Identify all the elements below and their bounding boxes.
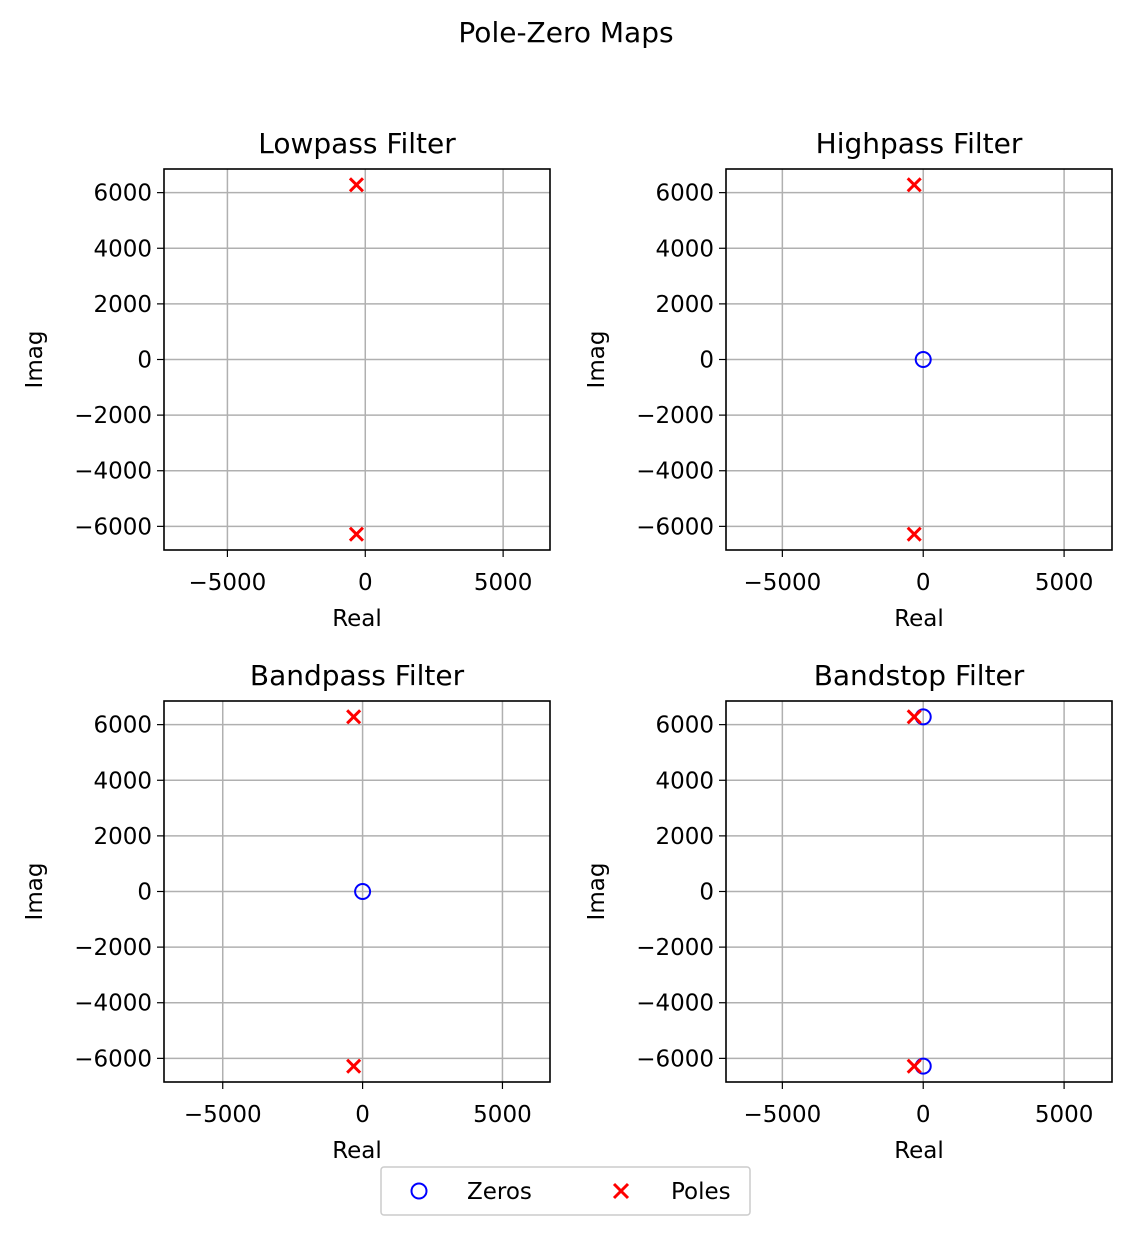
y-tick-label: 6000: [93, 713, 152, 739]
y-tick-label: 2000: [655, 824, 714, 850]
x-axis-label: Real: [894, 1138, 944, 1164]
x-tick-label: −5000: [189, 570, 267, 596]
zero-marker: [914, 351, 932, 368]
legend-poles-marker: [612, 1182, 630, 1200]
y-tick-label: 0: [699, 348, 714, 374]
legend-entry-poles: Poles: [612, 1179, 731, 1205]
x-tick-label: 0: [355, 1102, 370, 1128]
pole-marker: [906, 177, 922, 193]
legend-zeros-label: Zeros: [467, 1179, 532, 1205]
y-tick-label: −4000: [74, 459, 152, 485]
x-tick-label: 5000: [1035, 1102, 1094, 1128]
y-tick-label: 0: [137, 880, 152, 906]
axes-frame: [163, 700, 551, 1083]
y-tick-label: −2000: [74, 403, 152, 429]
y-tick-label: 6000: [93, 181, 152, 207]
axes-frame: [163, 168, 551, 551]
panel-lowpass-filter: −5000 0 5000 6000 4000 2000 0 −2000 −4000 −6000 Lo…: [22, 127, 551, 632]
legend-entry-zeros: Zeros: [410, 1179, 532, 1205]
y-tick-label: 2000: [93, 292, 152, 318]
x-tick-label: 5000: [473, 1102, 532, 1128]
legend: Zeros Poles: [380, 1166, 751, 1216]
legend-frame: [380, 1166, 751, 1216]
y-axis-label: Imag: [22, 863, 48, 921]
y-tick-label: 4000: [655, 768, 714, 794]
y-tick-label: −6000: [74, 1046, 152, 1072]
y-axis-label: Imag: [22, 331, 48, 389]
pole-marker: [346, 1058, 362, 1074]
y-tick-label: 0: [137, 348, 152, 374]
y-tick-label: 4000: [655, 236, 714, 262]
y-tick-label: −2000: [74, 935, 152, 961]
y-tick-label: 0: [699, 880, 714, 906]
x-tick-label: −5000: [184, 1102, 262, 1128]
panel-bandstop-filter: −5000 0 5000 6000 4000 2000 0 −2000 −4000 −6000 Ba…: [584, 659, 1113, 1164]
y-tick-label: 6000: [655, 713, 714, 739]
x-axis-label: Real: [894, 606, 944, 632]
y-tick-label: −6000: [636, 1046, 714, 1072]
pole-marker: [906, 709, 922, 725]
y-tick-label: 6000: [655, 181, 714, 207]
y-tick-label: 2000: [655, 292, 714, 318]
panel-title: Bandpass Filter: [250, 659, 465, 692]
panel-title: Bandstop Filter: [814, 659, 1025, 692]
zero-marker: [354, 883, 372, 900]
panel-highpass-filter: −5000 0 5000 6000 4000 2000 0 −2000 −4000 −6000 Hi…: [584, 127, 1113, 632]
y-axis-label: Imag: [584, 331, 610, 389]
axes-frame: [725, 168, 1113, 551]
y-tick-label: −2000: [636, 403, 714, 429]
pole-marker: [348, 526, 365, 542]
y-tick-label: 2000: [93, 824, 152, 850]
x-tick-label: 0: [916, 1102, 931, 1128]
x-tick-label: −5000: [743, 570, 821, 596]
pole-marker: [906, 1058, 922, 1074]
y-tick-label: −4000: [74, 991, 152, 1017]
y-tick-label: −6000: [74, 514, 152, 540]
y-tick-label: −4000: [636, 991, 714, 1017]
legend-zeros-marker: [410, 1182, 428, 1200]
pole-marker: [348, 177, 365, 193]
x-tick-label: 5000: [474, 570, 533, 596]
x-tick-label: −5000: [743, 1102, 821, 1128]
y-tick-label: −4000: [636, 459, 714, 485]
figure-title: Pole-Zero Maps: [458, 16, 673, 49]
axes-frame: [725, 700, 1113, 1083]
y-axis-label: Imag: [584, 863, 610, 921]
pole-marker: [906, 526, 922, 542]
x-axis-label: Real: [332, 606, 382, 632]
panel-title: Lowpass Filter: [258, 127, 456, 160]
panel-bandpass-filter: −5000 0 5000 6000 4000 2000 0 −2000 −4000 −6000 Ba…: [22, 659, 551, 1164]
x-tick-label: 5000: [1035, 570, 1094, 596]
y-tick-label: −6000: [636, 514, 714, 540]
y-tick-label: 4000: [93, 236, 152, 262]
legend-poles-label: Poles: [671, 1179, 731, 1205]
x-axis-label: Real: [332, 1138, 382, 1164]
x-tick-label: 0: [916, 570, 931, 596]
pole-marker: [346, 709, 362, 725]
panel-title: Highpass Filter: [816, 127, 1023, 160]
x-tick-label: 0: [358, 570, 373, 596]
y-tick-label: −2000: [636, 935, 714, 961]
y-tick-label: 4000: [93, 768, 152, 794]
